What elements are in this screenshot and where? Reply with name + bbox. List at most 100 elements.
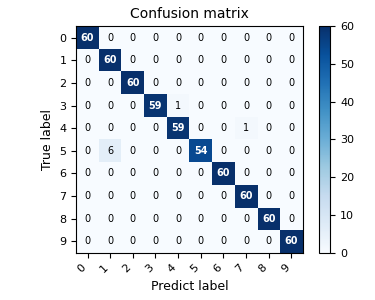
Text: 1: 1 [175, 100, 181, 110]
Text: 0: 0 [152, 55, 159, 65]
Text: 59: 59 [149, 100, 162, 110]
Text: 0: 0 [243, 236, 249, 246]
Text: 0: 0 [266, 78, 272, 88]
Text: 0: 0 [266, 33, 272, 43]
Text: 0: 0 [152, 214, 159, 224]
Text: 0: 0 [288, 123, 294, 133]
Text: 0: 0 [130, 123, 136, 133]
Text: 0: 0 [107, 191, 113, 201]
Text: 0: 0 [288, 100, 294, 110]
Text: 0: 0 [266, 168, 272, 178]
Text: 0: 0 [220, 146, 226, 156]
Text: 0: 0 [220, 191, 226, 201]
Text: 0: 0 [175, 236, 181, 246]
Text: 0: 0 [84, 236, 91, 246]
Text: 0: 0 [266, 236, 272, 246]
Text: 0: 0 [198, 191, 204, 201]
Text: 0: 0 [84, 146, 91, 156]
Text: 60: 60 [239, 191, 253, 201]
Text: 60: 60 [126, 78, 140, 88]
Text: 0: 0 [198, 168, 204, 178]
Title: Confusion matrix: Confusion matrix [130, 7, 249, 21]
Text: 0: 0 [175, 33, 181, 43]
Text: 0: 0 [107, 123, 113, 133]
Text: 0: 0 [288, 191, 294, 201]
Text: 60: 60 [285, 236, 298, 246]
Text: 0: 0 [175, 146, 181, 156]
Text: 0: 0 [220, 33, 226, 43]
Text: 0: 0 [288, 78, 294, 88]
Text: 0: 0 [175, 168, 181, 178]
Text: 0: 0 [84, 123, 91, 133]
Y-axis label: True label: True label [41, 109, 54, 170]
Text: 0: 0 [198, 123, 204, 133]
Text: 0: 0 [130, 55, 136, 65]
Text: 0: 0 [107, 100, 113, 110]
Text: 0: 0 [243, 146, 249, 156]
Text: 0: 0 [220, 123, 226, 133]
Text: 0: 0 [175, 214, 181, 224]
Text: 59: 59 [171, 123, 185, 133]
Text: 0: 0 [266, 123, 272, 133]
Text: 0: 0 [198, 33, 204, 43]
Text: 0: 0 [130, 214, 136, 224]
Text: 0: 0 [107, 168, 113, 178]
Text: 0: 0 [84, 55, 91, 65]
Text: 0: 0 [220, 236, 226, 246]
Text: 0: 0 [288, 168, 294, 178]
Text: 6: 6 [107, 146, 113, 156]
Text: 0: 0 [288, 33, 294, 43]
Text: 0: 0 [84, 214, 91, 224]
Text: 0: 0 [152, 236, 159, 246]
Text: 0: 0 [84, 191, 91, 201]
Text: 0: 0 [107, 214, 113, 224]
Text: 1: 1 [243, 123, 249, 133]
Text: 0: 0 [107, 33, 113, 43]
Text: 0: 0 [130, 33, 136, 43]
Text: 0: 0 [220, 100, 226, 110]
Text: 0: 0 [107, 78, 113, 88]
Text: 0: 0 [84, 168, 91, 178]
Text: 0: 0 [243, 78, 249, 88]
Text: 0: 0 [130, 191, 136, 201]
Text: 0: 0 [130, 100, 136, 110]
Text: 0: 0 [198, 236, 204, 246]
Text: 0: 0 [288, 214, 294, 224]
Text: 0: 0 [243, 214, 249, 224]
Text: 0: 0 [130, 146, 136, 156]
Text: 0: 0 [288, 146, 294, 156]
Text: 0: 0 [152, 78, 159, 88]
Text: 0: 0 [243, 55, 249, 65]
Text: 0: 0 [220, 214, 226, 224]
Text: 0: 0 [175, 191, 181, 201]
Text: 60: 60 [104, 55, 117, 65]
Text: 0: 0 [243, 33, 249, 43]
Text: 0: 0 [198, 214, 204, 224]
Text: 0: 0 [198, 78, 204, 88]
Text: 0: 0 [288, 55, 294, 65]
Text: 0: 0 [175, 78, 181, 88]
Text: 0: 0 [266, 55, 272, 65]
Text: 0: 0 [266, 146, 272, 156]
Text: 0: 0 [107, 236, 113, 246]
Text: 0: 0 [152, 191, 159, 201]
Text: 0: 0 [152, 146, 159, 156]
Text: 0: 0 [198, 55, 204, 65]
Text: 0: 0 [152, 168, 159, 178]
Text: 60: 60 [217, 168, 230, 178]
Text: 60: 60 [81, 33, 94, 43]
X-axis label: Predict label: Predict label [151, 280, 228, 293]
Text: 0: 0 [220, 55, 226, 65]
Text: 0: 0 [130, 236, 136, 246]
Text: 0: 0 [130, 168, 136, 178]
Text: 60: 60 [262, 214, 275, 224]
Text: 54: 54 [194, 146, 207, 156]
Text: 0: 0 [220, 78, 226, 88]
Text: 0: 0 [152, 123, 159, 133]
Text: 0: 0 [198, 100, 204, 110]
Text: 0: 0 [84, 100, 91, 110]
Text: 0: 0 [243, 100, 249, 110]
Text: 0: 0 [243, 168, 249, 178]
Text: 0: 0 [266, 100, 272, 110]
Text: 0: 0 [266, 191, 272, 201]
